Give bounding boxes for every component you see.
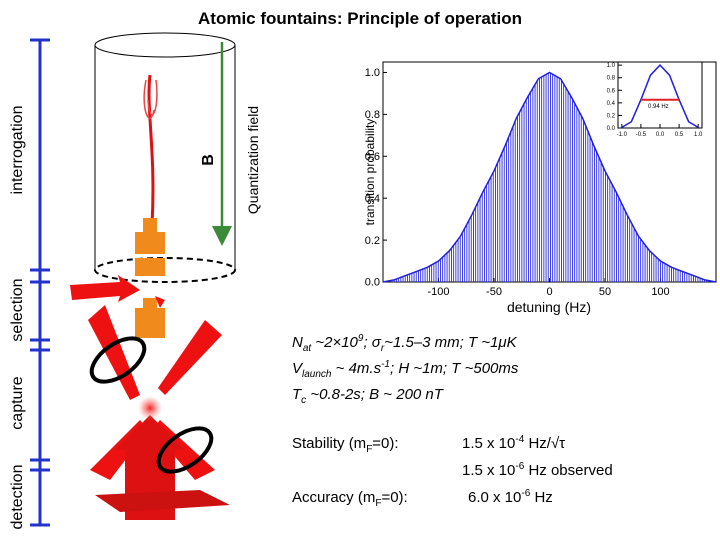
stage-label: detection xyxy=(9,465,26,530)
text: -4 xyxy=(515,434,524,445)
stage-label: interrogation xyxy=(9,106,26,195)
x-axis-label: detuning (Hz) xyxy=(507,299,591,315)
text: ~ 4m.s xyxy=(331,360,381,377)
parameters: Nat ~2×109; σr~1.5–3 mm; T ~1μK Vlaunch … xyxy=(292,333,613,509)
text: ~2×10 xyxy=(311,334,358,351)
y-axis-label: transition probability xyxy=(363,119,377,226)
text: T xyxy=(292,386,303,403)
text: N xyxy=(292,334,303,351)
y-tick-label: 0.2 xyxy=(365,235,380,247)
text: -6 xyxy=(521,488,530,499)
text: =0): xyxy=(372,435,398,452)
stability-value: 1.5 x 10-4 Hz/√τ xyxy=(462,434,565,452)
y-tick-label: 1.0 xyxy=(607,63,616,69)
x-tick-label: 0.0 xyxy=(656,132,665,138)
text: 9 xyxy=(358,333,364,344)
chart: -100 -50 0 50 100 0.0 0.2 0.4 0.6 0.8 1.0 detuning … xyxy=(363,61,717,315)
y-tick-label: 0.0 xyxy=(607,126,616,132)
x-tick-label: 50 xyxy=(599,286,611,298)
stage-label: selection xyxy=(9,278,26,341)
data-line xyxy=(382,71,717,283)
text: Hz xyxy=(530,489,553,506)
text: r xyxy=(381,343,385,354)
data-line xyxy=(621,64,699,129)
text: c xyxy=(301,395,306,406)
y-tick-label: 0.8 xyxy=(607,76,616,82)
title: Atomic fountains: Principle of operation xyxy=(198,9,522,28)
text: -1 xyxy=(381,359,390,370)
field-symbol: B xyxy=(200,154,217,166)
accuracy-value: 6.0 x 10-6 Hz xyxy=(468,488,553,506)
x-tick-label: 1.0 xyxy=(694,132,703,138)
x-tick-label: -50 xyxy=(486,286,502,298)
param-line: Nat ~2×109; σr~1.5–3 mm; T ~1μK xyxy=(292,333,518,354)
x-tick-label: 0 xyxy=(546,286,552,298)
y-tick-label: 0.8 xyxy=(365,109,380,121)
stage-bracket xyxy=(30,38,50,527)
param-line: Tc ~0.8-2s; B ~ 200 nT xyxy=(292,386,445,406)
inset-annotation: 0.94 Hz xyxy=(648,104,669,110)
y-tick-label: 0.0 xyxy=(365,277,380,289)
stability-value: 1.5 x 10-6 Hz observed xyxy=(462,461,613,479)
fountain xyxy=(70,32,236,520)
y-tick-label: 0.4 xyxy=(607,101,616,107)
text: ; σ xyxy=(363,334,381,351)
x-tick-label: -0.5 xyxy=(636,132,647,138)
plot-frame xyxy=(617,61,703,129)
text: 6.0 x 10 xyxy=(468,489,521,506)
text: Hz observed xyxy=(524,462,612,479)
text: F xyxy=(366,444,372,455)
text: Hz/√τ xyxy=(524,435,565,452)
text: =0): xyxy=(381,489,407,506)
y-tick-label: 0.4 xyxy=(365,193,380,205)
fringe-area xyxy=(383,72,716,282)
text: launch xyxy=(302,369,332,380)
stage-label: capture xyxy=(9,376,26,429)
param-line: Vlaunch ~ 4m.s-1; H ~1m; T ~500ms xyxy=(292,359,519,380)
text: V xyxy=(292,360,304,377)
text: ; H ~1m; T ~500ms xyxy=(390,360,519,377)
y-tick-label: 0.2 xyxy=(607,113,616,119)
field-label: Quantization field xyxy=(245,106,261,214)
text: Accuracy (m xyxy=(292,489,375,506)
text: 1.5 x 10 xyxy=(462,435,515,452)
x-tick-label: -1.0 xyxy=(617,132,628,138)
y-tick-label: 0.6 xyxy=(365,151,380,163)
text: ~0.8-2s; B ~ 200 nT xyxy=(306,386,445,403)
accuracy-label: Accuracy (mF=0): xyxy=(292,489,408,509)
stability-label: Stability (mF=0): xyxy=(292,435,399,455)
text: at xyxy=(303,343,313,354)
text: Stability (m xyxy=(292,435,366,452)
text: 1.5 x 10 xyxy=(462,462,515,479)
y-tick-label: 1.0 xyxy=(365,67,380,79)
text: ~1.5–3 mm; T ~1μK xyxy=(384,334,517,351)
x-tick-label: 100 xyxy=(651,286,669,298)
text: F xyxy=(375,498,381,509)
x-tick-label: -100 xyxy=(427,286,449,298)
x-tick-label: 0.5 xyxy=(675,132,684,138)
text: -6 xyxy=(515,461,524,472)
y-tick-label: 0.6 xyxy=(607,88,616,94)
